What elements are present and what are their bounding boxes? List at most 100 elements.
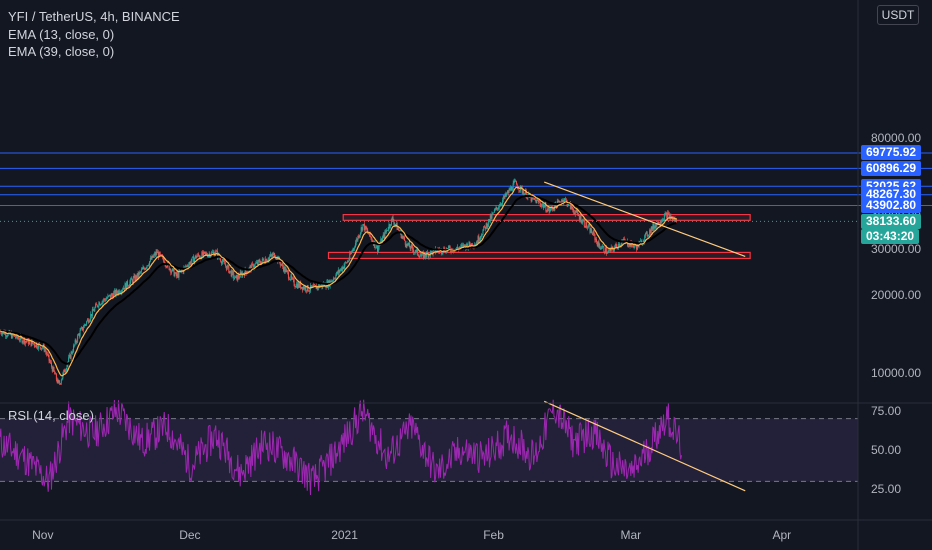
candle-body xyxy=(119,292,121,294)
ema-13-legend[interactable]: EMA (13, close, 0) xyxy=(8,27,115,42)
candle-body xyxy=(243,273,245,274)
candle-body xyxy=(389,224,391,227)
candle-body xyxy=(453,250,455,252)
candle-body xyxy=(412,246,414,250)
candle-body xyxy=(672,218,674,220)
candle-body xyxy=(595,239,597,241)
candle-body xyxy=(549,209,551,212)
candle-body xyxy=(368,232,370,235)
candle-body xyxy=(288,278,290,280)
candle-body xyxy=(355,239,357,244)
candle-body xyxy=(19,335,21,340)
rsi-legend[interactable]: RSI (14, close) xyxy=(8,408,94,423)
candle-body xyxy=(74,340,76,345)
candle-body xyxy=(254,263,256,267)
candle-body xyxy=(295,286,297,288)
symbol-legend[interactable]: YFI / TetherUS, 4h, BINANCE xyxy=(8,9,180,24)
candle-body xyxy=(363,224,365,225)
candle-body xyxy=(176,272,178,277)
candle-body xyxy=(605,247,607,254)
candle-body xyxy=(656,223,658,225)
candle-body xyxy=(468,241,470,247)
candle-body xyxy=(512,183,514,190)
candle-body xyxy=(185,265,187,268)
candle-body xyxy=(650,226,652,234)
candle-body xyxy=(590,229,592,233)
candle-body xyxy=(360,227,362,233)
candle-body xyxy=(237,275,239,281)
candle-body xyxy=(615,244,617,246)
candle-body xyxy=(91,309,93,317)
candle-body xyxy=(502,199,504,204)
candle-body xyxy=(522,191,524,193)
ema-39-legend[interactable]: EMA (39, close, 0) xyxy=(8,44,115,59)
candle-body xyxy=(505,193,507,196)
candle-body xyxy=(229,270,231,273)
candle-body xyxy=(500,204,502,206)
currency-button[interactable]: USDT xyxy=(877,5,919,25)
candle-body xyxy=(554,202,556,210)
candle-body xyxy=(501,203,503,205)
candle-body xyxy=(386,230,388,232)
candle-body xyxy=(35,343,37,347)
candle-body xyxy=(172,268,174,270)
candle-body xyxy=(258,260,260,262)
time-tick-label: Dec xyxy=(179,528,201,542)
candle-body xyxy=(169,268,171,270)
candle-body xyxy=(587,227,589,229)
candle-body xyxy=(407,243,409,246)
candle-body xyxy=(482,230,484,235)
current-price-tag: 38133.60 xyxy=(861,213,922,229)
candle-body xyxy=(92,309,94,311)
candle-body xyxy=(503,196,505,198)
candle-body xyxy=(140,269,142,272)
candle-body xyxy=(28,341,30,345)
candle-body xyxy=(332,280,334,282)
candle-body xyxy=(497,207,499,210)
candle-body xyxy=(235,275,237,277)
candle-body xyxy=(658,221,660,225)
candle-body xyxy=(283,267,285,272)
candle-body xyxy=(282,263,284,267)
candle-body xyxy=(463,244,465,248)
candle-body xyxy=(371,238,373,241)
candle-body xyxy=(6,336,8,337)
candle-body xyxy=(252,264,254,269)
candle-body xyxy=(374,241,376,248)
candle-body xyxy=(654,226,656,229)
candle-body xyxy=(320,284,322,286)
candle-body xyxy=(414,252,416,253)
candle-body xyxy=(644,235,646,242)
candle-body xyxy=(398,228,400,231)
candle-body xyxy=(611,246,613,248)
candle-body xyxy=(11,333,13,339)
rsi-line xyxy=(0,399,682,495)
candle-body xyxy=(294,285,296,287)
candle-body xyxy=(405,244,407,247)
candle-body xyxy=(453,250,455,252)
candle-body xyxy=(403,237,405,238)
candle-body xyxy=(357,236,359,241)
candle-body xyxy=(105,298,107,301)
candle-body xyxy=(289,279,291,281)
candle-body xyxy=(207,255,209,257)
candle-body xyxy=(131,279,133,283)
candle-body xyxy=(198,255,200,258)
candle-body xyxy=(174,273,176,277)
candle-body xyxy=(159,252,161,255)
candle-body xyxy=(263,259,265,263)
candle-body xyxy=(265,258,267,262)
candle-body xyxy=(559,201,561,203)
candle-body xyxy=(73,344,75,346)
candle-body xyxy=(667,212,669,218)
candle-body xyxy=(228,265,230,273)
candle-body xyxy=(675,219,677,222)
candle-body xyxy=(504,193,506,198)
candle-body xyxy=(151,255,153,260)
candle-body xyxy=(37,347,39,349)
candle-body xyxy=(623,239,625,241)
candle-body xyxy=(491,213,493,219)
candle-body xyxy=(506,193,508,196)
candle-body xyxy=(660,221,662,224)
